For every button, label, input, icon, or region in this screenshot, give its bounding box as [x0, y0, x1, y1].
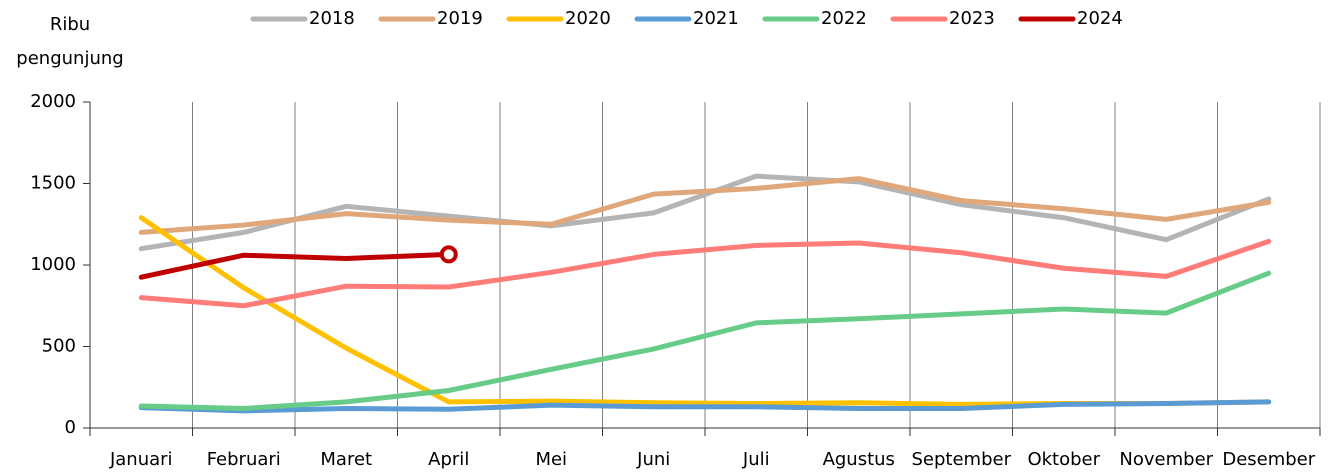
legend-label: 2024 — [1077, 8, 1123, 29]
y-axis-label: Ribu pengunjung — [16, 14, 124, 69]
y-tick-label: 500 — [42, 336, 76, 357]
y-tick-label: 1000 — [30, 254, 76, 275]
legend-label: 2021 — [693, 8, 739, 29]
series-line — [138, 270, 1272, 411]
x-tick-label: April — [428, 449, 469, 470]
x-tick-label: Oktober — [1027, 449, 1100, 470]
series-line — [138, 176, 1272, 235]
x-tick-label: Maret — [320, 449, 372, 470]
legend-label: 2023 — [949, 8, 995, 29]
y-tick-label: 1500 — [30, 173, 76, 194]
x-tick-label: September — [912, 449, 1012, 470]
series-line — [138, 251, 452, 280]
x-tick-label: Januari — [109, 449, 173, 470]
x-tick-label: Desember — [1222, 449, 1315, 470]
end-marker — [439, 245, 458, 264]
x-tick-label: Juli — [742, 449, 770, 470]
x-tick-label: Agustus — [823, 449, 895, 470]
y-tick-label: 0 — [65, 417, 76, 438]
legend-label: 2022 — [821, 8, 867, 29]
legend-label: 2018 — [309, 8, 355, 29]
legend-label: 2019 — [437, 8, 483, 29]
legend-label: 2020 — [565, 8, 611, 29]
x-tick-label: Februari — [207, 449, 281, 470]
series-line — [138, 399, 1272, 414]
series-line — [138, 173, 1272, 252]
x-tick-label: Juni — [636, 449, 670, 470]
x-tick-label: November — [1119, 449, 1213, 470]
series-line — [138, 238, 1272, 309]
y-tick-label: 2000 — [30, 91, 76, 112]
x-tick-label: Mei — [535, 449, 567, 470]
